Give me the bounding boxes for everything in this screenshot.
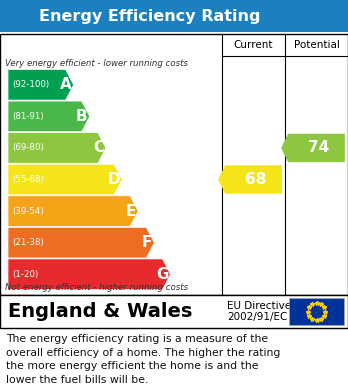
Text: G: G — [156, 267, 168, 282]
Text: Not energy efficient - higher running costs: Not energy efficient - higher running co… — [5, 283, 188, 292]
Text: The energy efficiency rating is a measure of the
overall efficiency of a home. T: The energy efficiency rating is a measur… — [6, 334, 280, 385]
Text: EU Directive
2002/91/EC: EU Directive 2002/91/EC — [227, 301, 291, 322]
Polygon shape — [218, 165, 282, 194]
Polygon shape — [8, 259, 171, 289]
Text: E: E — [126, 204, 136, 219]
Text: C: C — [93, 140, 104, 156]
Text: (39-54): (39-54) — [12, 206, 44, 215]
Text: England & Wales: England & Wales — [8, 302, 192, 321]
Text: Very energy efficient - lower running costs: Very energy efficient - lower running co… — [5, 59, 188, 68]
Polygon shape — [8, 70, 73, 100]
Polygon shape — [8, 101, 90, 132]
Text: (21-38): (21-38) — [12, 238, 44, 247]
Text: Energy Efficiency Rating: Energy Efficiency Rating — [39, 9, 260, 23]
Text: A: A — [60, 77, 72, 92]
Polygon shape — [8, 164, 122, 195]
Bar — [0, 34, 348, 295]
Text: (81-91): (81-91) — [12, 112, 44, 121]
Text: (69-80): (69-80) — [12, 143, 44, 152]
Text: F: F — [142, 235, 152, 250]
Text: D: D — [108, 172, 120, 187]
Polygon shape — [8, 227, 155, 258]
Text: (55-68): (55-68) — [12, 175, 44, 184]
Polygon shape — [8, 196, 138, 226]
Bar — [289, 298, 344, 325]
Bar — [0, 0, 348, 32]
Text: B: B — [76, 109, 88, 124]
Text: (92-100): (92-100) — [12, 80, 49, 89]
Polygon shape — [8, 133, 106, 163]
Text: Potential: Potential — [294, 40, 339, 50]
Polygon shape — [281, 134, 345, 162]
Text: 68: 68 — [245, 172, 266, 187]
Text: Current: Current — [234, 40, 273, 50]
Text: (1-20): (1-20) — [12, 270, 38, 279]
Bar — [0, 295, 348, 328]
Text: 74: 74 — [308, 140, 329, 156]
